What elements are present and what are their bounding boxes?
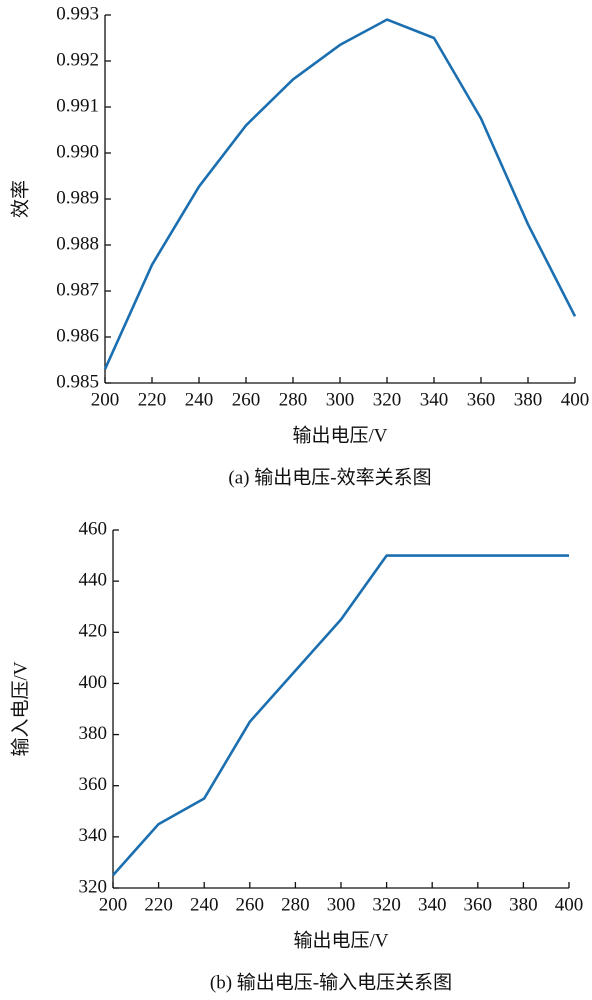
- x-axis-label: 输出电压/V: [293, 929, 388, 951]
- x-tick-label: 360: [467, 389, 496, 410]
- x-tick-label: 380: [509, 894, 538, 915]
- x-tick-label: 360: [464, 894, 493, 915]
- x-tick-label: 400: [561, 389, 590, 410]
- y-tick-label: 0.992: [56, 49, 99, 70]
- y-axis-label: 输入电压/V: [9, 661, 31, 756]
- x-tick-label: 220: [144, 894, 173, 915]
- x-tick-label: 260: [232, 389, 261, 410]
- y-tick-label: 440: [79, 570, 108, 591]
- y-tick-label: 0.989: [56, 187, 99, 208]
- y-tick-label: 360: [79, 774, 108, 795]
- y-tick-label: 380: [79, 723, 108, 744]
- x-tick-label: 200: [91, 389, 120, 410]
- x-tick-label: 340: [420, 389, 449, 410]
- x-tick-label: 300: [327, 894, 356, 915]
- x-tick-label: 220: [138, 389, 167, 410]
- y-tick-label: 0.987: [56, 279, 99, 300]
- line-series: [112, 554, 569, 877]
- y-tick-label: 420: [79, 621, 108, 642]
- y-tick-label: 320: [79, 876, 108, 897]
- y-tick-label: 0.988: [56, 233, 99, 254]
- x-tick-label: 340: [418, 894, 447, 915]
- x-tick-label: 320: [372, 894, 401, 915]
- x-tick-label: 380: [514, 389, 543, 410]
- x-tick-label: 320: [373, 389, 402, 410]
- caption: (a) 输出电压-效率关系图: [228, 466, 431, 488]
- x-axis-label: 输出电压/V: [292, 424, 387, 446]
- y-tick-label: 400: [79, 672, 108, 693]
- y-tick-label: 460: [79, 518, 108, 539]
- x-tick-label: 200: [99, 894, 128, 915]
- y-tick-label: 340: [79, 825, 108, 846]
- x-tick-label: 280: [281, 894, 310, 915]
- x-tick-label: 260: [236, 894, 265, 915]
- x-tick-label: 240: [185, 389, 214, 410]
- y-tick-label: 0.990: [56, 141, 99, 162]
- x-tick-label: 300: [326, 389, 355, 410]
- y-tick-label: 0.991: [56, 95, 99, 116]
- y-tick-label: 0.985: [56, 371, 99, 392]
- line-series: [103, 18, 577, 370]
- y-axis-label: 效率: [9, 180, 31, 218]
- y-tick-label: 0.993: [56, 3, 99, 24]
- y-tick-label: 0.986: [56, 325, 99, 346]
- x-tick-label: 400: [555, 894, 584, 915]
- caption: (b) 输出电压-输入电压关系图: [210, 971, 452, 993]
- x-tick-label: 280: [279, 389, 308, 410]
- x-tick-label: 240: [190, 894, 219, 915]
